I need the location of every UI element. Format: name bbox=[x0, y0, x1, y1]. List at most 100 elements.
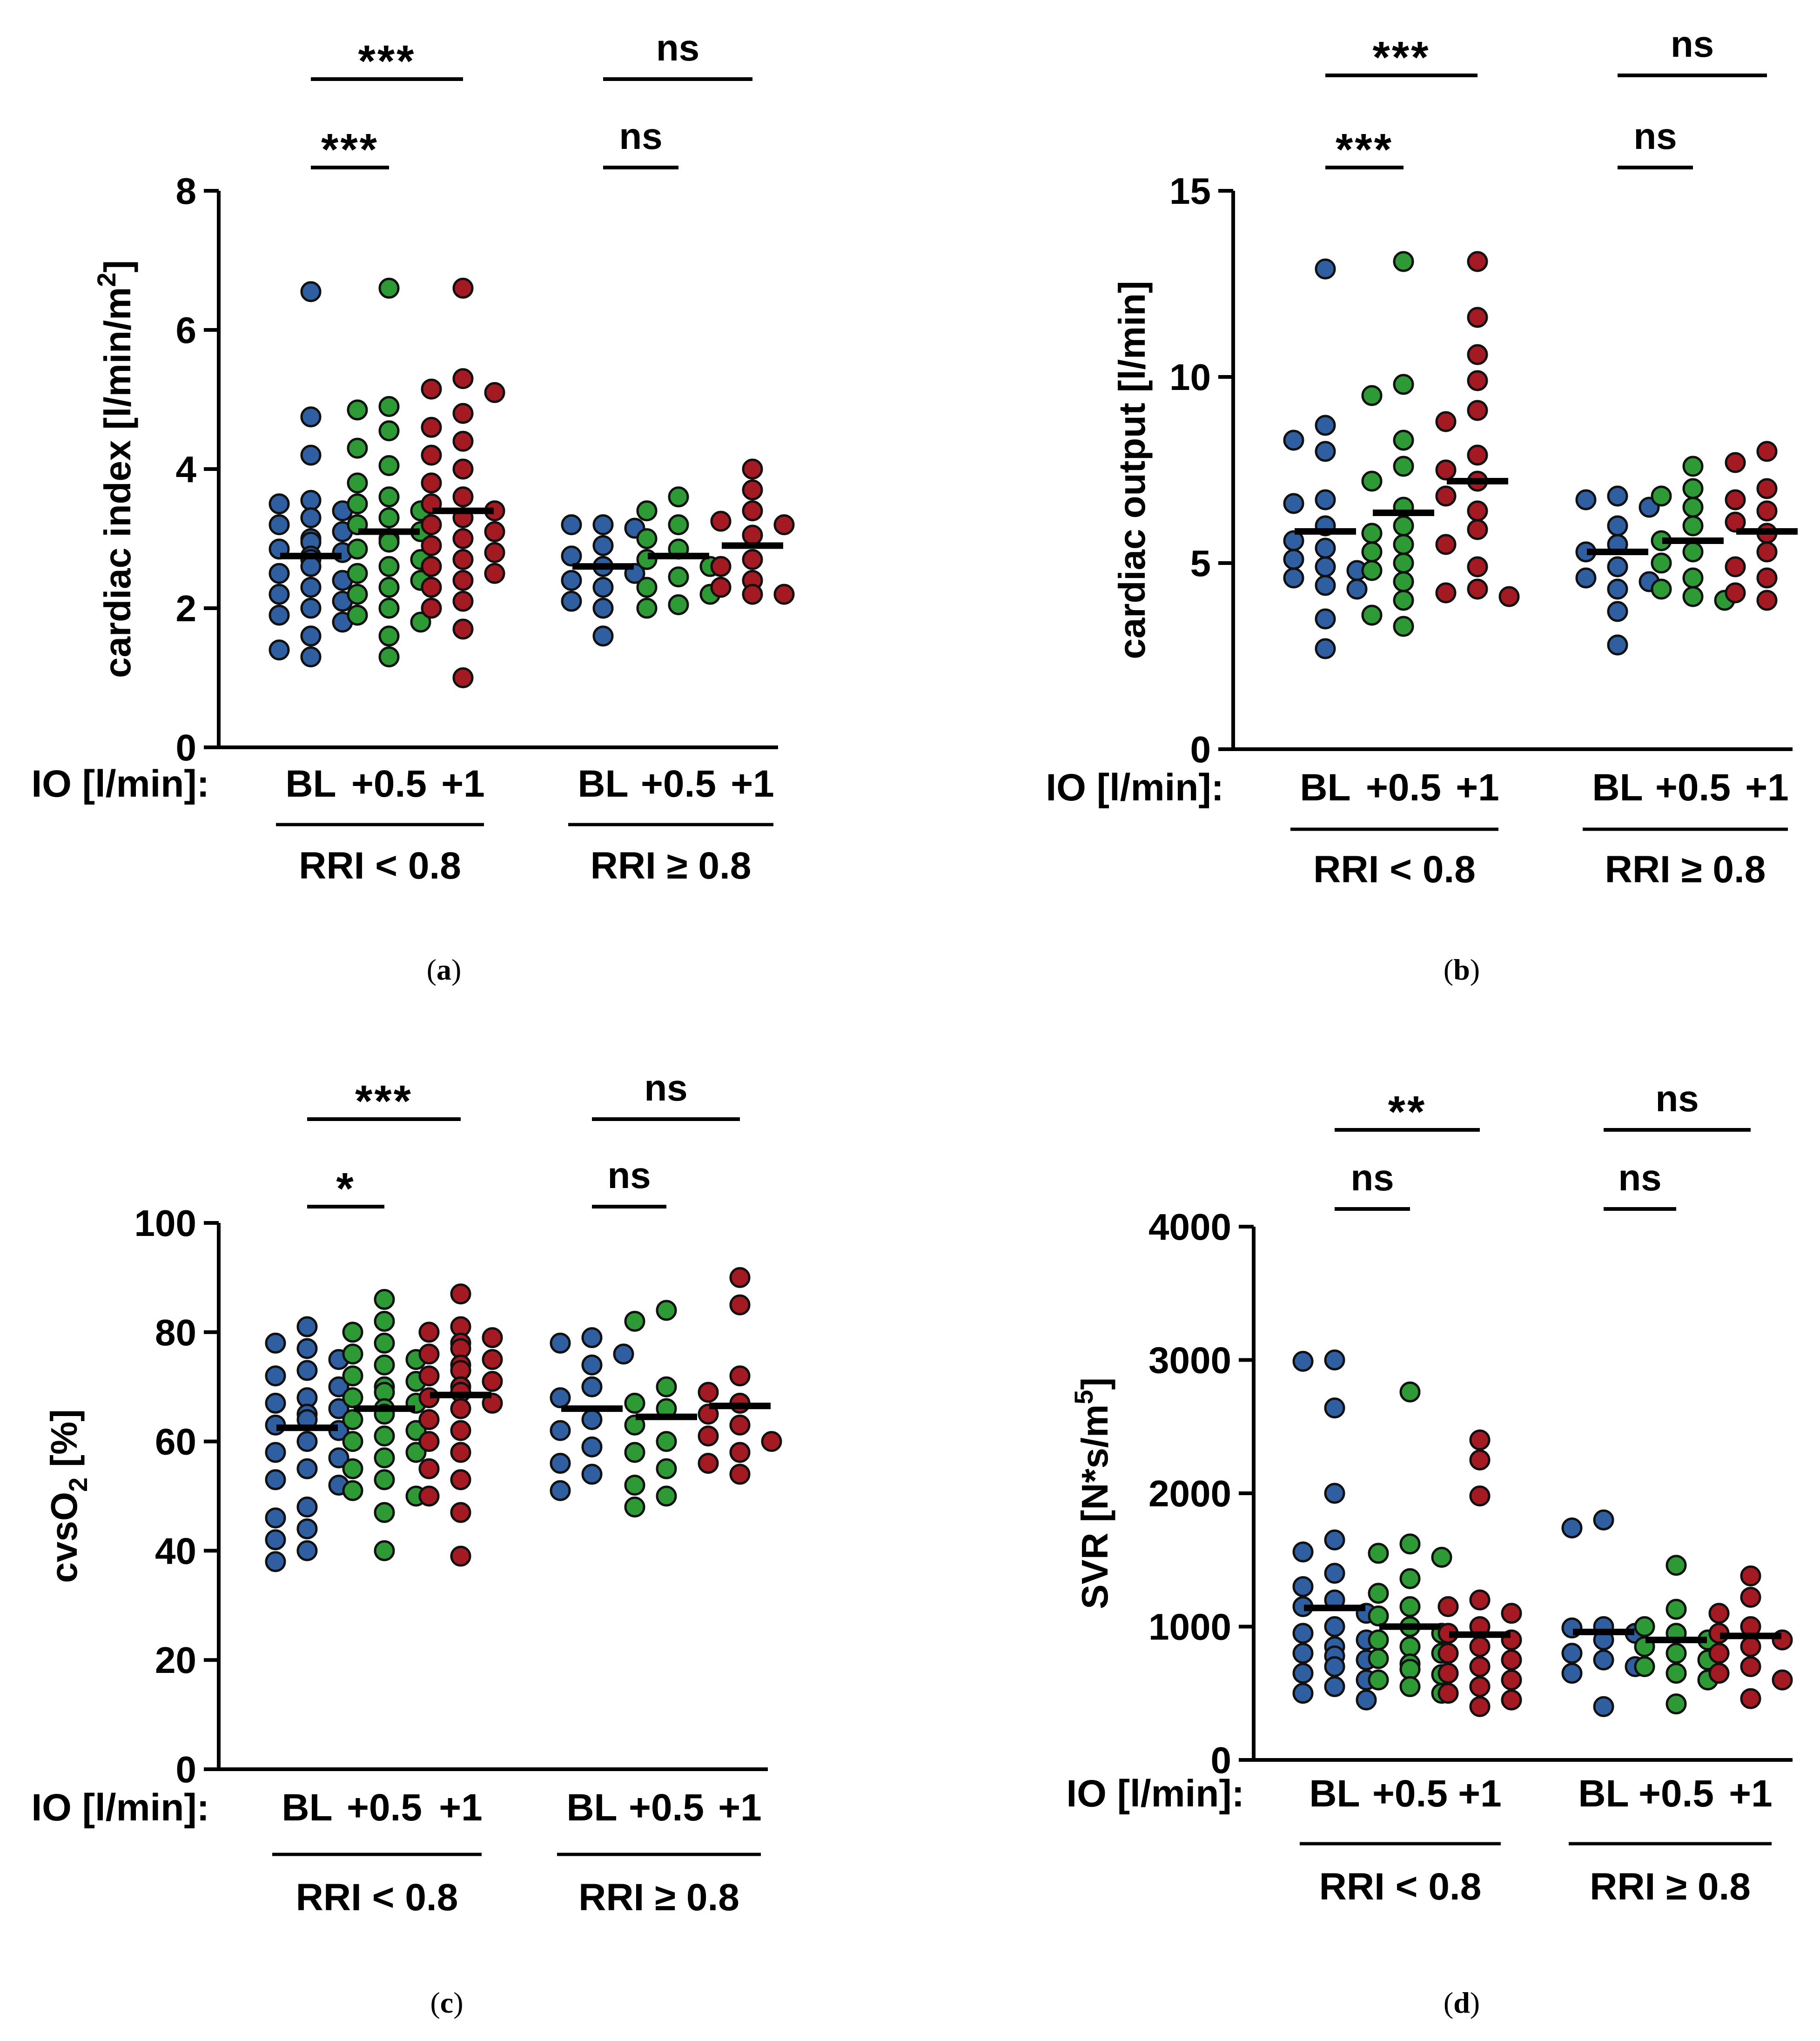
data-point bbox=[1666, 1555, 1687, 1576]
data-point bbox=[1651, 552, 1672, 574]
y-tick-label: 15 bbox=[1169, 170, 1211, 212]
data-point bbox=[1292, 1683, 1314, 1704]
data-point bbox=[378, 277, 400, 299]
group-label: RRI ≥ 0.8 bbox=[591, 845, 752, 887]
data-point bbox=[729, 1442, 751, 1463]
data-point bbox=[636, 598, 658, 619]
data-point bbox=[592, 535, 614, 556]
data-point bbox=[1393, 590, 1414, 611]
y-axis-label: SVR [N*s/m5] bbox=[1069, 1377, 1115, 1609]
x-tick-label: +0.5 bbox=[1639, 1772, 1714, 1815]
data-point bbox=[1437, 1596, 1459, 1618]
data-point bbox=[1561, 1643, 1583, 1664]
data-point bbox=[374, 1425, 395, 1447]
data-point bbox=[378, 486, 400, 508]
data-point bbox=[1393, 515, 1414, 537]
y-tick-label: 1000 bbox=[1148, 1606, 1231, 1648]
significance-label: ns bbox=[1618, 1157, 1661, 1198]
io-label: IO [l/min]: bbox=[31, 1786, 209, 1829]
data-point bbox=[1435, 485, 1457, 507]
data-point bbox=[1368, 1669, 1389, 1691]
data-point bbox=[1740, 1656, 1761, 1677]
data-point bbox=[484, 542, 505, 563]
data-point bbox=[450, 1420, 471, 1441]
series-+0.5-0 bbox=[1361, 251, 1434, 637]
data-point bbox=[1467, 251, 1488, 272]
data-point bbox=[1437, 1643, 1459, 1664]
data-point bbox=[1575, 567, 1597, 589]
data-point bbox=[418, 1458, 440, 1479]
data-point bbox=[624, 1414, 645, 1436]
data-point bbox=[418, 1365, 440, 1387]
data-point bbox=[1393, 251, 1414, 272]
data-point bbox=[1501, 1649, 1522, 1671]
data-point bbox=[1740, 1688, 1761, 1709]
x-tick-label: BL bbox=[1309, 1772, 1360, 1815]
data-point bbox=[342, 1387, 363, 1409]
data-point bbox=[1315, 441, 1336, 462]
data-point bbox=[1467, 307, 1488, 328]
data-point bbox=[1361, 560, 1383, 581]
data-point bbox=[1682, 515, 1704, 537]
data-point bbox=[1393, 430, 1414, 451]
data-point bbox=[1399, 1568, 1421, 1589]
data-point bbox=[1682, 567, 1704, 589]
data-point bbox=[1324, 1483, 1345, 1504]
group-label: RRI ≥ 0.8 bbox=[1590, 1866, 1751, 1908]
data-point bbox=[761, 1431, 782, 1452]
series-+1-1 bbox=[710, 458, 795, 605]
data-point bbox=[1467, 370, 1488, 391]
data-point bbox=[1283, 549, 1304, 570]
data-point bbox=[347, 437, 368, 459]
data-point bbox=[1361, 541, 1383, 563]
y-axis-label: cardiac index [l/min/m2] bbox=[92, 260, 138, 678]
data-point bbox=[1561, 1517, 1583, 1538]
data-point bbox=[1682, 478, 1704, 499]
data-point bbox=[452, 618, 474, 640]
data-point bbox=[592, 598, 614, 619]
y-tick-label: 0 bbox=[176, 727, 197, 768]
data-point bbox=[1740, 1636, 1761, 1657]
x-tick-label: BL bbox=[566, 1786, 617, 1829]
x-tick-label: +1 bbox=[1729, 1772, 1773, 1815]
data-point bbox=[1399, 1676, 1421, 1697]
data-point bbox=[1501, 1689, 1522, 1711]
data-point bbox=[421, 598, 442, 619]
series-BL-1 bbox=[550, 1327, 634, 1501]
data-point bbox=[1651, 578, 1672, 600]
series-+0.5-0 bbox=[347, 277, 431, 668]
data-point bbox=[450, 1545, 471, 1567]
x-tick-label: +0.5 bbox=[347, 1786, 422, 1829]
data-point bbox=[296, 1338, 318, 1359]
data-point bbox=[418, 1485, 440, 1507]
data-point bbox=[1324, 1349, 1345, 1370]
data-point bbox=[347, 584, 368, 605]
data-point bbox=[342, 1431, 363, 1452]
y-tick-label: 20 bbox=[155, 1639, 196, 1681]
data-point bbox=[1682, 497, 1704, 518]
data-point bbox=[300, 444, 322, 466]
series-+0.5-0 bbox=[342, 1289, 427, 1561]
data-point bbox=[710, 510, 732, 532]
group-label: RRI ≥ 0.8 bbox=[578, 1876, 739, 1919]
data-point bbox=[342, 1458, 363, 1479]
data-point bbox=[421, 416, 442, 438]
data-point bbox=[265, 1469, 286, 1490]
x-tick-label: BL bbox=[285, 763, 336, 805]
data-point bbox=[378, 420, 400, 442]
panel-caption: (d) bbox=[1444, 1986, 1480, 2019]
data-point bbox=[1437, 1683, 1459, 1704]
data-point bbox=[452, 368, 474, 389]
data-point bbox=[1437, 1663, 1459, 1684]
data-point bbox=[1469, 1589, 1491, 1611]
x-tick-label: BL bbox=[1300, 766, 1350, 809]
y-tick-label: 0 bbox=[1211, 1739, 1232, 1781]
data-point bbox=[452, 549, 474, 570]
panel-a: 0 2 4 6 8 cardiac index [l/min/m2] IO [l/min]:… bbox=[31, 27, 795, 986]
data-point bbox=[296, 1360, 318, 1381]
y-tick-label: 0 bbox=[176, 1749, 197, 1790]
significance-label: *** bbox=[358, 36, 416, 86]
data-point bbox=[300, 406, 322, 428]
data-point bbox=[742, 500, 763, 522]
